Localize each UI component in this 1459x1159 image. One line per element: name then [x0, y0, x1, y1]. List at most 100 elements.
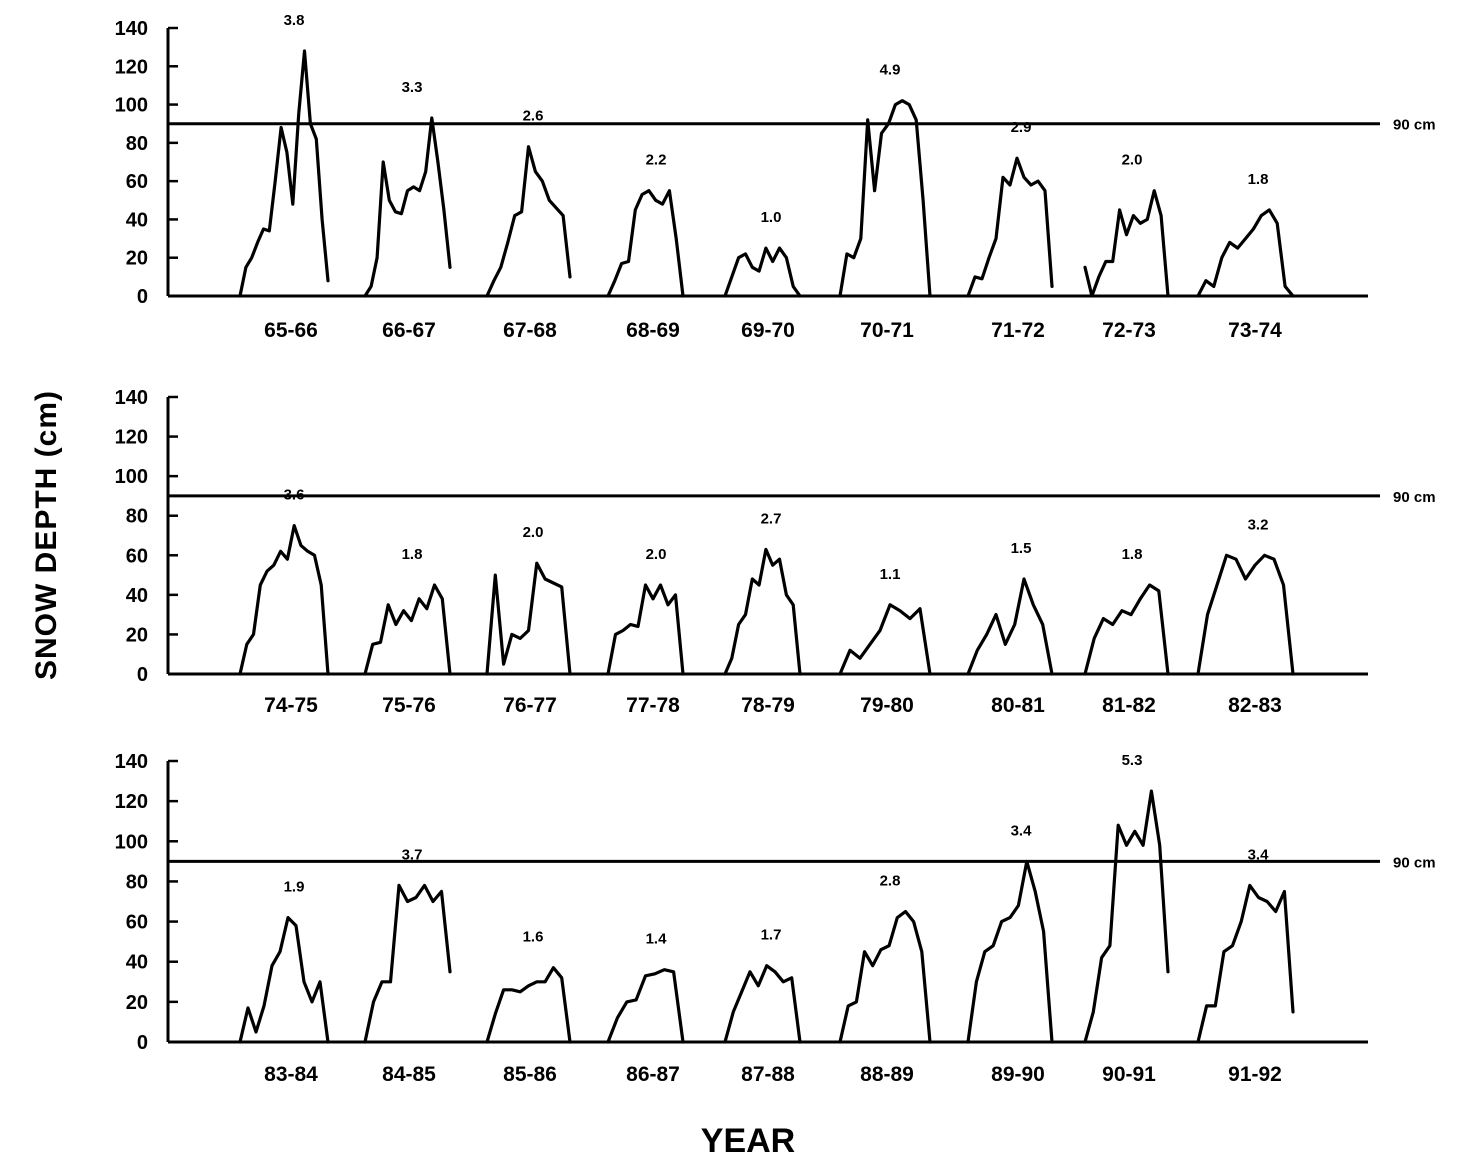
snow-depth-line-79-80	[838, 603, 932, 676]
y-tick-label: 0	[137, 286, 148, 308]
snow-depth-line-91-92	[1196, 883, 1295, 1044]
snow-depth-line-77-78	[606, 583, 685, 676]
season-label: 85-86	[503, 1063, 557, 1086]
season-value-label: 3.4	[1011, 822, 1033, 839]
season-label: 84-85	[382, 1063, 436, 1086]
snow-depth-line-90-91	[1083, 789, 1170, 1044]
y-tick-label: 0	[137, 1032, 148, 1054]
snow-depth-line-66-67	[363, 116, 452, 298]
season-value-label: 2.8	[880, 873, 901, 890]
y-tick-label: 140	[115, 18, 148, 40]
season-value-label: 2.0	[1122, 152, 1143, 169]
panel-2: 0 20 40 60 80 100 120 140 90 cm 74-75 3.6 75-76 1.8 7…	[115, 387, 1436, 717]
season-value-label: 1.5	[1011, 540, 1032, 557]
snow-depth-line-69-70	[723, 246, 802, 298]
snow-depth-line-71-72	[966, 156, 1054, 298]
y-tick-label: 80	[126, 871, 148, 893]
snow-depth-line-78-79	[723, 547, 802, 676]
season-label: 76-77	[503, 694, 557, 717]
season-label: 86-87	[626, 1063, 680, 1086]
season-label: 65-66	[264, 319, 318, 342]
y-tick-label: 20	[126, 248, 148, 270]
season-label: 72-73	[1102, 319, 1156, 342]
x-axis-title: YEAR	[701, 1122, 795, 1159]
season-value-label: 3.2	[1248, 516, 1269, 533]
panel-3: 0 20 40 60 80 100 120 140 90 cm 83-84 1.9 84-85 3.7 8…	[115, 751, 1436, 1086]
y-tick-label: 60	[126, 545, 148, 567]
season-value-label: 2.0	[523, 524, 544, 541]
snow-depth-line-76-77	[485, 561, 572, 676]
season-label: 75-76	[382, 694, 436, 717]
snow-depth-line-68-69	[606, 189, 685, 298]
season-label: 68-69	[626, 319, 680, 342]
y-tick-label: 100	[115, 831, 148, 853]
season-label: 89-90	[991, 1063, 1045, 1086]
snow-depth-line-89-90	[966, 859, 1054, 1044]
season-value-label: 3.8	[284, 12, 305, 29]
season-value-label: 1.1	[880, 566, 901, 583]
season-value-label: 3.6	[284, 487, 305, 504]
season-value-label: 3.7	[402, 846, 423, 863]
season-value-label: 4.9	[880, 62, 901, 79]
season-value-label: 3.4	[1248, 846, 1270, 863]
y-tick-label: 60	[126, 912, 148, 934]
season-label: 90-91	[1102, 1063, 1156, 1086]
season-label: 70-71	[860, 319, 914, 342]
panel-1: 0 20 40 60 80 100 120 140 90 cm 65-66 3.8 66-67 3.3 6…	[115, 12, 1436, 342]
snow-depth-line-83-84	[238, 915, 330, 1044]
season-value-label: 2.7	[761, 510, 782, 527]
panels-group: 0 20 40 60 80 100 120 140 90 cm 65-66 3.8 66-67 3.3 6…	[115, 12, 1436, 1086]
season-label: 74-75	[264, 694, 318, 717]
season-label: 82-83	[1228, 694, 1282, 717]
season-label: 67-68	[503, 319, 557, 342]
y-tick-label: 120	[115, 56, 148, 78]
threshold-label: 90 cm	[1393, 854, 1436, 871]
snow-depth-line-84-85	[363, 883, 452, 1044]
y-tick-label: 140	[115, 751, 148, 773]
season-label: 79-80	[860, 694, 914, 717]
season-value-label: 3.3	[402, 79, 423, 96]
season-label: 87-88	[741, 1063, 795, 1086]
season-value-label: 2.2	[646, 152, 667, 169]
season-label: 78-79	[741, 694, 795, 717]
snow-depth-line-81-82	[1083, 583, 1170, 676]
y-tick-label: 60	[126, 171, 148, 193]
season-label: 66-67	[382, 319, 436, 342]
snow-depth-line-67-68	[485, 145, 572, 298]
threshold-label: 90 cm	[1393, 489, 1436, 506]
season-value-label: 1.9	[284, 879, 305, 896]
snow-depth-line-87-88	[723, 964, 802, 1044]
snow-depth-line-86-87	[606, 968, 685, 1044]
y-tick-label: 20	[126, 992, 148, 1014]
y-tick-label: 40	[126, 209, 148, 231]
season-value-label: 1.7	[761, 927, 782, 944]
y-tick-label: 40	[126, 585, 148, 607]
snow-depth-line-73-74	[1196, 208, 1295, 298]
y-tick-label: 120	[115, 427, 148, 449]
y-tick-label: 80	[126, 133, 148, 155]
y-tick-label: 100	[115, 95, 148, 117]
season-label: 77-78	[626, 694, 680, 717]
season-value-label: 1.8	[402, 546, 423, 563]
y-tick-label: 0	[137, 664, 148, 686]
snow-depth-line-72-73	[1083, 189, 1170, 298]
y-tick-label: 80	[126, 506, 148, 528]
season-value-label: 1.4	[646, 931, 668, 948]
y-tick-label: 20	[126, 624, 148, 646]
season-label: 69-70	[741, 319, 795, 342]
season-label: 80-81	[991, 694, 1045, 717]
season-value-label: 2.9	[1011, 119, 1032, 136]
snow-depth-line-70-71	[838, 99, 932, 298]
season-value-label: 1.6	[523, 929, 544, 946]
season-value-label: 1.8	[1248, 171, 1269, 188]
snow-depth-line-88-89	[838, 909, 932, 1044]
season-label: 83-84	[264, 1063, 318, 1086]
season-value-label: 2.0	[646, 546, 667, 563]
snow-depth-line-74-75	[238, 523, 330, 676]
season-value-label: 2.6	[523, 108, 544, 125]
snow-depth-line-75-76	[363, 583, 452, 676]
season-value-label: 1.8	[1122, 546, 1143, 563]
y-axis-title: SNOW DEPTH (cm)	[30, 390, 63, 680]
season-label: 71-72	[991, 319, 1045, 342]
